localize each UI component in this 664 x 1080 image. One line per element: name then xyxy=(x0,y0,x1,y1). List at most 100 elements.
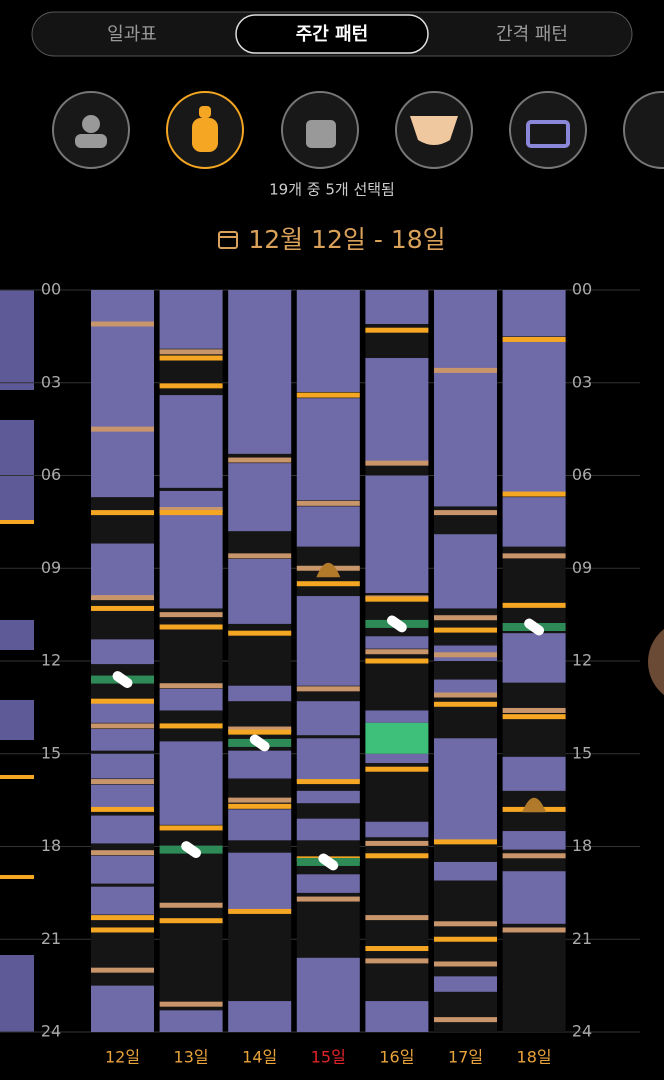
feed-alt-mark xyxy=(365,460,429,466)
feed-alt-mark xyxy=(296,500,360,506)
icon-glyph xyxy=(75,134,107,148)
feed-alt-mark xyxy=(365,915,429,921)
feed-mark xyxy=(159,383,223,389)
feed-mark xyxy=(228,908,292,914)
sleep-block xyxy=(365,821,429,838)
feed-alt-mark xyxy=(296,896,360,902)
sleep-block xyxy=(228,685,292,702)
y-tick-label: 03 xyxy=(41,372,61,391)
feed-alt-mark xyxy=(434,615,497,621)
y-tick-label: 06 xyxy=(41,465,61,484)
sleep-block xyxy=(91,815,154,844)
feed-mark xyxy=(159,723,223,729)
tab[interactable]: 일과표 xyxy=(107,24,157,45)
sleep-block xyxy=(91,855,154,884)
feed-alt-mark xyxy=(434,921,497,927)
medicine-mark xyxy=(502,618,566,636)
poop-mark xyxy=(522,797,547,813)
day-label: 16일 xyxy=(379,1048,414,1067)
icon-more[interactable] xyxy=(623,91,664,169)
sleep-block xyxy=(434,534,497,609)
day-label: 12일 xyxy=(105,1048,140,1067)
feed-mark xyxy=(434,936,497,942)
y-tick-label-right: 21 xyxy=(572,929,592,948)
sleep-block xyxy=(296,957,360,1032)
sleep-block xyxy=(502,339,566,495)
feed-alt-mark xyxy=(228,797,292,803)
feed-mark xyxy=(502,714,566,720)
side-handle[interactable] xyxy=(648,620,664,704)
sleep-block xyxy=(296,874,360,893)
feed-alt-mark xyxy=(502,853,566,859)
sleep-block xyxy=(91,784,154,810)
sleep-block xyxy=(365,636,429,649)
sleep-block xyxy=(434,290,497,507)
feed-mark xyxy=(91,927,154,933)
y-tick-label: 15 xyxy=(41,743,61,762)
feed-alt-mark xyxy=(91,779,154,785)
feed-alt-mark xyxy=(502,927,566,933)
feed-mark xyxy=(296,581,360,587)
sleep-block xyxy=(434,861,497,881)
sleep-block xyxy=(91,985,154,1032)
sleep-block xyxy=(91,639,154,665)
tab[interactable]: 주간 패턴 xyxy=(296,24,369,45)
sleep-block xyxy=(228,852,292,912)
tab[interactable]: 간격 패턴 xyxy=(496,24,568,45)
sleep-block xyxy=(365,290,429,325)
date-range: 12월 12일 - 18일 xyxy=(248,225,445,254)
feed-alt-mark xyxy=(502,553,566,559)
category-icons xyxy=(52,91,664,169)
sleep-block xyxy=(502,290,566,337)
sleep-block xyxy=(365,710,429,723)
y-tick-label-right: 15 xyxy=(572,743,592,762)
feed-alt-mark xyxy=(159,683,223,689)
feed-mark xyxy=(159,918,223,924)
icon-sleep[interactable] xyxy=(509,91,587,169)
sleep-block xyxy=(365,358,429,464)
sleep-block xyxy=(91,753,154,779)
feed-mark xyxy=(91,915,154,921)
poop-mark xyxy=(316,562,341,578)
feed-alt-mark xyxy=(228,726,292,732)
sleep-block xyxy=(296,790,360,804)
feed-alt-mark xyxy=(159,349,223,355)
sleep-block xyxy=(91,729,154,751)
feed-mark xyxy=(296,779,360,785)
sleep-block xyxy=(296,596,360,686)
sleep-block xyxy=(91,290,154,498)
sleep-block xyxy=(296,701,360,736)
y-tick-label-right: 24 xyxy=(572,1022,592,1041)
sleep-block xyxy=(91,543,154,597)
medicine-mark xyxy=(159,841,223,859)
feed-mark xyxy=(296,392,360,398)
feed-mark xyxy=(228,630,292,636)
y-tick-label-right: 00 xyxy=(572,280,592,299)
feed-alt-mark xyxy=(296,686,360,692)
icon-glyph xyxy=(82,115,100,133)
feed-alt-mark xyxy=(365,958,429,964)
feed-alt-mark xyxy=(159,902,223,908)
sleep-block xyxy=(159,395,223,488)
sleep-block xyxy=(228,750,292,779)
feed-mark xyxy=(434,839,497,845)
feed-mark xyxy=(91,806,154,812)
icon-glyph xyxy=(410,116,458,145)
icon-glyph xyxy=(192,118,218,152)
day-label: 17일 xyxy=(448,1048,483,1067)
feed-mark xyxy=(365,658,429,664)
sleep-block xyxy=(159,290,223,349)
feed-mark xyxy=(159,825,223,831)
y-tick-label: 24 xyxy=(41,1022,61,1041)
feed-mark xyxy=(502,491,566,497)
feed-alt-mark xyxy=(91,321,154,327)
feed-mark xyxy=(91,698,154,704)
y-tick-label: 09 xyxy=(41,558,61,577)
sleep-block xyxy=(228,290,292,454)
feed-alt-mark xyxy=(91,426,154,432)
feed-alt-mark xyxy=(228,553,292,559)
feed-alt-mark xyxy=(434,367,497,373)
feed-mark xyxy=(91,605,154,611)
icon-glyph xyxy=(306,120,336,148)
